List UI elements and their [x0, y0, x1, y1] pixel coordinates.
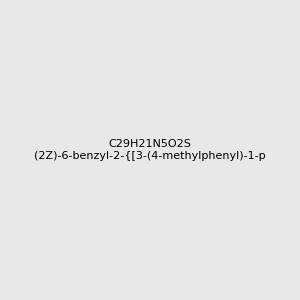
- Text: C29H21N5O2S
(2Z)-6-benzyl-2-{[3-(4-methylphenyl)-1-p: C29H21N5O2S (2Z)-6-benzyl-2-{[3-(4-methy…: [34, 139, 266, 161]
